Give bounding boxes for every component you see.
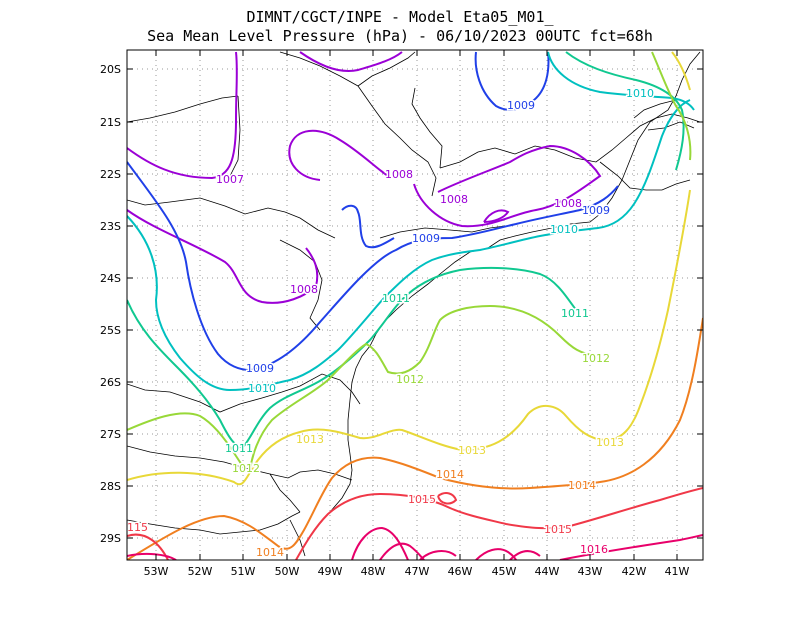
latitude-labels: 20S 21S 22S 23S 24S 25S 26S 27S 28S 29S: [100, 63, 121, 545]
contour-label: 1014: [568, 479, 596, 492]
contour-label: 1010: [626, 87, 654, 100]
contour-label: 1011: [561, 307, 589, 320]
isobar-1014: [127, 317, 703, 560]
isobar-1008-west: [127, 209, 319, 304]
lon-label: 43W: [578, 565, 603, 578]
isobar-1016-loop1: [351, 526, 409, 560]
contour-label: 1014: [436, 468, 464, 481]
lat-label: 21S: [100, 116, 121, 129]
title-line-2: Sea Mean Level Pressure (hPa) - 06/10/20…: [147, 27, 653, 45]
isobar-1008-east: [413, 144, 602, 228]
contour-label: 1011: [382, 292, 410, 305]
isobar-1011-north: [565, 51, 685, 171]
lon-label: 50W: [275, 565, 300, 578]
isobar-1015-main: [295, 487, 703, 560]
isobar-1016-loop3: [475, 548, 517, 560]
lon-label: 46W: [448, 565, 473, 578]
contour-label: 1010: [248, 382, 276, 395]
isobar-1009-north: [474, 51, 550, 111]
lon-label: 51W: [231, 565, 256, 578]
isobar-1008-lake: [483, 209, 510, 223]
isobar-1008-north: [299, 51, 403, 72]
lat-label: 23S: [100, 220, 121, 233]
lat-label: 29S: [100, 532, 121, 545]
contour-label: 1008: [290, 283, 318, 296]
contour-label: 115: [127, 521, 148, 534]
contour-label: 1009: [507, 99, 535, 112]
lon-label: 44W: [535, 565, 560, 578]
isobar-1016-loop5: [419, 550, 457, 560]
isobar-1016: [127, 552, 177, 560]
title-line-1: DIMNT/CGCT/INPE - Model Eta05_M01_: [246, 8, 554, 26]
contour-label: 1008: [385, 168, 413, 181]
isobar-1007: [127, 51, 238, 180]
contour-label: 1011: [225, 442, 253, 455]
isobar-1015-loop: [437, 492, 458, 505]
isobar-1009-west: [127, 161, 619, 372]
lon-label: 47W: [405, 565, 430, 578]
boundaries: [127, 51, 701, 560]
contour-label: 1015: [408, 493, 436, 506]
contour-label: 1013: [458, 444, 486, 457]
lat-label: 27S: [100, 428, 121, 441]
isobar-1013: [127, 189, 691, 486]
contour-label: 1009: [582, 204, 610, 217]
contour-label: 1008: [440, 193, 468, 206]
contour-label: 1012: [232, 462, 260, 475]
lon-label: 53W: [144, 565, 169, 578]
isobar-1012-east: [651, 51, 692, 161]
lat-label: 24S: [100, 272, 121, 285]
map-frame: [126, 49, 704, 561]
longitude-labels: 53W 52W 51W 50W 49W 48W 47W 46W 45W 44W …: [144, 565, 690, 578]
contour-label: 1010: [550, 223, 578, 236]
axis-ticks: [127, 50, 703, 560]
contour-label: 1013: [296, 433, 324, 446]
isobar-1009-small: [341, 204, 395, 249]
contour-label: 1015: [544, 523, 572, 536]
isobar-1008-center: [288, 129, 389, 181]
grid: [127, 50, 703, 560]
lat-label: 28S: [100, 480, 121, 493]
lon-label: 52W: [188, 565, 213, 578]
contour-label: 1009: [412, 232, 440, 245]
contour-labels: 1007 1008 1008 1008 1008 1009 1009 1009 …: [126, 86, 656, 561]
lon-label: 41W: [665, 565, 690, 578]
isobar-1011: [127, 266, 577, 448]
lat-label: 25S: [100, 324, 121, 337]
isobar-1012: [127, 304, 599, 474]
lat-label: 20S: [100, 63, 121, 76]
contour-label: 1009: [246, 362, 274, 375]
contour-label: 1007: [216, 173, 244, 186]
isobar-1016-loop4: [509, 550, 541, 560]
isobar-1013-north: [671, 51, 691, 91]
isobar-1010: [127, 99, 691, 392]
contour-label: 1012: [582, 352, 610, 365]
lon-label: 42W: [622, 565, 647, 578]
lon-label: 45W: [492, 565, 517, 578]
contour-label: 1016: [580, 543, 608, 556]
isobar-1010-north: [547, 51, 695, 111]
isobars: [127, 51, 703, 560]
lat-label: 26S: [100, 376, 121, 389]
lat-label: 22S: [100, 168, 121, 181]
contour-label: 1012: [396, 373, 424, 386]
contour-label: 1008: [554, 197, 582, 210]
contour-label: 1013: [596, 436, 624, 449]
lon-label: 49W: [318, 565, 343, 578]
contour-label: 1014: [256, 546, 284, 559]
lon-label: 48W: [361, 565, 386, 578]
